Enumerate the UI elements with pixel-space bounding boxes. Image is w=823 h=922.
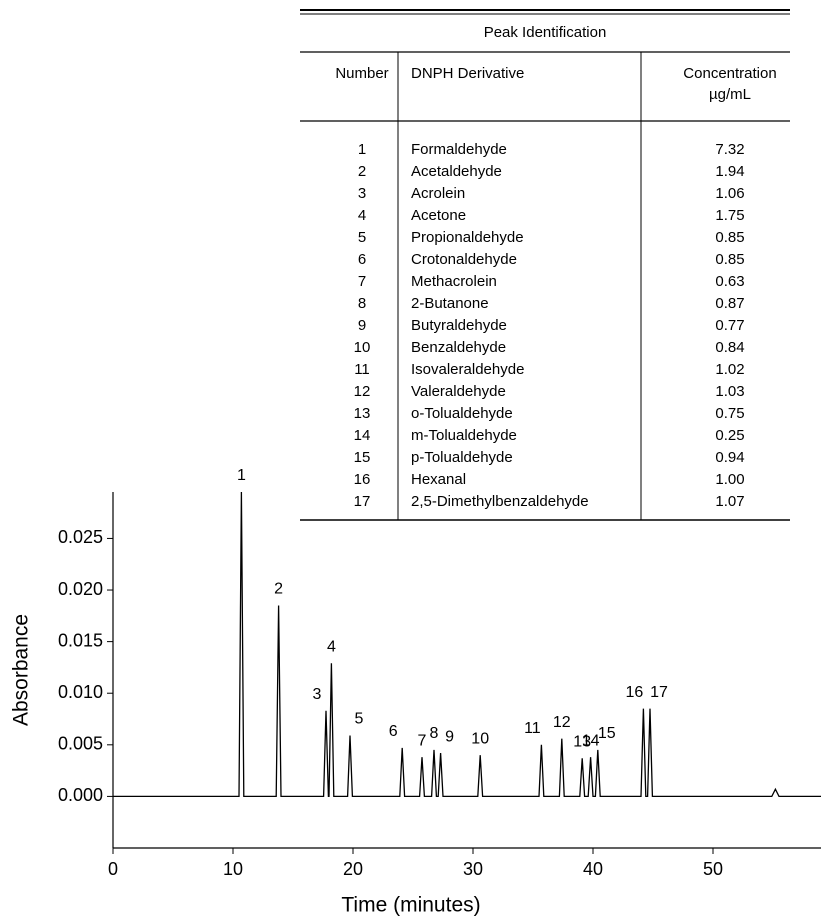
table-cell: Methacrolein	[411, 273, 497, 290]
table-cell: 0.94	[715, 449, 744, 466]
table-cell: 1.75	[715, 207, 744, 224]
peak-label: 14	[582, 732, 600, 749]
peak-label: 17	[650, 684, 668, 701]
table-cell: 14	[354, 427, 371, 444]
peak-label: 9	[445, 728, 454, 745]
peak-label: 7	[418, 732, 427, 749]
table-cell: o-Tolualdehyde	[411, 405, 513, 422]
table-cell: 0.85	[715, 251, 744, 268]
y-tick-label: 0.000	[58, 785, 103, 805]
peak-label: 10	[471, 730, 489, 747]
table-cell: 0.25	[715, 427, 744, 444]
table-cell: 16	[354, 471, 371, 488]
table-cell: 13	[354, 405, 371, 422]
table-cell: 0.84	[715, 339, 744, 356]
table-cell: Valeraldehyde	[411, 383, 506, 400]
column-header: DNPH Derivative	[411, 65, 524, 82]
table-cell: p-Tolualdehyde	[411, 449, 513, 466]
table-cell: Isovaleraldehyde	[411, 361, 524, 378]
peak-label: 16	[626, 684, 644, 701]
table-cell: 9	[358, 317, 366, 334]
table-unit: µg/mL	[709, 86, 751, 103]
table-cell: 2-Butanone	[411, 295, 489, 312]
column-header: Number	[335, 65, 388, 82]
y-tick-label: 0.015	[58, 630, 103, 650]
table-cell: 3	[358, 185, 366, 202]
x-tick-label: 40	[583, 859, 603, 879]
peak-label: 2	[274, 581, 283, 598]
table-cell: Acrolein	[411, 185, 465, 202]
table-cell: 11	[354, 361, 370, 378]
table-cell: 1.02	[715, 361, 744, 378]
table-cell: Acetaldehyde	[411, 163, 502, 180]
table-cell: Crotonaldehyde	[411, 251, 517, 268]
table-cell: 1.94	[715, 163, 744, 180]
table-cell: Butyraldehyde	[411, 317, 507, 334]
table-cell: Benzaldehyde	[411, 339, 506, 356]
table-cell: 12	[354, 383, 371, 400]
table-cell: 2,5-Dimethylbenzaldehyde	[411, 493, 589, 510]
peak-label: 12	[553, 714, 571, 731]
table-cell: 0.87	[715, 295, 744, 312]
table-cell: 1.03	[715, 383, 744, 400]
table-cell: 1.06	[715, 185, 744, 202]
table-cell: 0.63	[715, 273, 744, 290]
table-cell: 7	[358, 273, 366, 290]
table-cell: Acetone	[411, 207, 466, 224]
table-cell: m-Tolualdehyde	[411, 427, 517, 444]
table-cell: 4	[358, 207, 366, 224]
peak-label: 8	[430, 725, 439, 742]
table-cell: 1.07	[715, 493, 744, 510]
table-cell: Hexanal	[411, 471, 466, 488]
table-cell: 7.32	[715, 141, 744, 158]
table-cell: Formaldehyde	[411, 141, 507, 158]
x-tick-label: 20	[343, 859, 363, 879]
peak-label: 5	[355, 711, 364, 728]
column-header: Concentration	[683, 65, 776, 82]
y-axis-title: Absorbance	[10, 614, 33, 726]
x-tick-label: 30	[463, 859, 483, 879]
peak-label: 11	[524, 720, 541, 737]
x-tick-label: 0	[108, 859, 118, 879]
peak-label: 13	[573, 733, 591, 750]
table-cell: 15	[354, 449, 371, 466]
table-cell: 0.85	[715, 229, 744, 246]
table-title: Peak Identification	[484, 24, 607, 41]
peak-label: 4	[327, 639, 336, 656]
table-cell: 1.00	[715, 471, 744, 488]
peak-label: 6	[389, 723, 398, 740]
y-tick-label: 0.020	[58, 579, 103, 599]
table-cell: 0.75	[715, 405, 744, 422]
x-tick-label: 50	[703, 859, 723, 879]
table-cell: 5	[358, 229, 366, 246]
y-tick-label: 0.025	[58, 527, 103, 547]
table-cell: 2	[358, 163, 366, 180]
table-cell: 0.77	[715, 317, 744, 334]
x-axis-title: Time (minutes)	[341, 894, 480, 917]
table-cell: Propionaldehyde	[411, 229, 524, 246]
peak-label: 1	[237, 467, 246, 484]
table-cell: 17	[354, 493, 371, 510]
table-cell: 1	[358, 141, 366, 158]
y-tick-label: 0.005	[58, 734, 103, 754]
peak-label: 15	[598, 725, 616, 742]
x-tick-label: 10	[223, 859, 243, 879]
table-cell: 6	[358, 251, 366, 268]
table-cell: 10	[354, 339, 371, 356]
table-cell: 8	[358, 295, 366, 312]
trace	[113, 491, 821, 798]
y-tick-label: 0.010	[58, 682, 103, 702]
peak-label: 3	[313, 686, 322, 703]
